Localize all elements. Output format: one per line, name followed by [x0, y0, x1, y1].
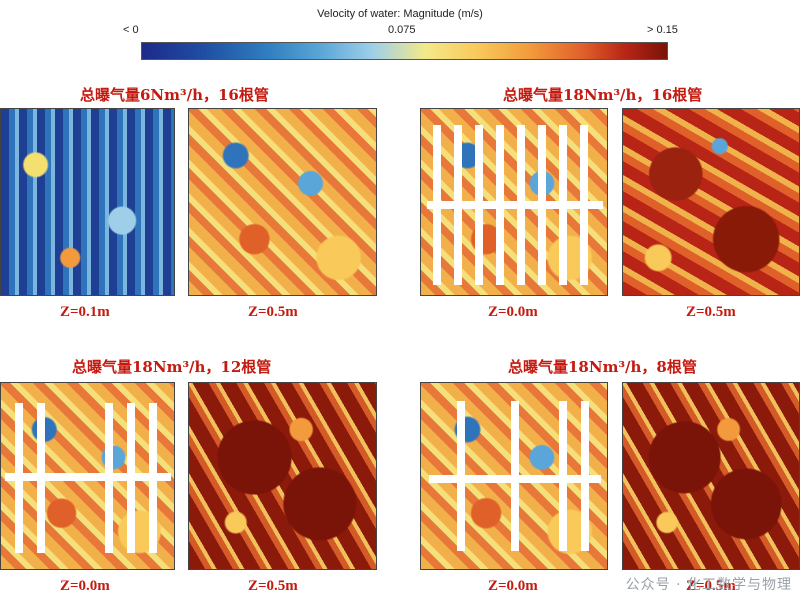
g3-left-z-label: Z=0.0m: [60, 578, 110, 594]
group-2-title: 总曝气量18Nm³/h，16根管: [503, 86, 703, 104]
group-1-title: 总曝气量6Nm³/h，16根管: [80, 86, 269, 104]
contour-plot-g4-right: [622, 382, 800, 570]
contour-plot-g2-right: [622, 108, 800, 296]
aeration-header-pipe: [5, 473, 171, 481]
aeration-header-pipe: [429, 475, 601, 483]
contour-plot-g1-right: [188, 108, 377, 296]
g3-right-z-label: Z=0.5m: [248, 578, 298, 594]
colorbar-mid-label: 0.075: [388, 24, 416, 36]
g2-right-z-label: Z=0.5m: [686, 304, 736, 320]
g4-right-z-label: Z=0.5m: [686, 578, 736, 594]
g1-right-z-label: Z=0.5m: [248, 304, 298, 320]
watermark: 公众号 · 化工数学与物理: [625, 577, 792, 593]
g1-left-z-label: Z=0.1m: [60, 304, 110, 320]
contour-plot-g4-left: [420, 382, 608, 570]
group-3-title: 总曝气量18Nm³/h，12根管: [72, 358, 272, 376]
g2-left-z-label: Z=0.0m: [488, 304, 538, 320]
contour-plot-g3-left: [0, 382, 175, 570]
colorbar-max-label: > 0.15: [647, 24, 678, 36]
colorbar: [141, 42, 668, 60]
colorbar-min-label: < 0: [123, 24, 139, 36]
g4-left-z-label: Z=0.0m: [488, 578, 538, 594]
aeration-header-pipe: [427, 201, 603, 209]
colorbar-title: Velocity of water: Magnitude (m/s): [317, 8, 483, 20]
group-4-title: 总曝气量18Nm³/h，8根管: [508, 358, 697, 376]
contour-plot-g1-left: [0, 108, 175, 296]
contour-plot-g3-right: [188, 382, 377, 570]
contour-plot-g2-left: [420, 108, 608, 296]
